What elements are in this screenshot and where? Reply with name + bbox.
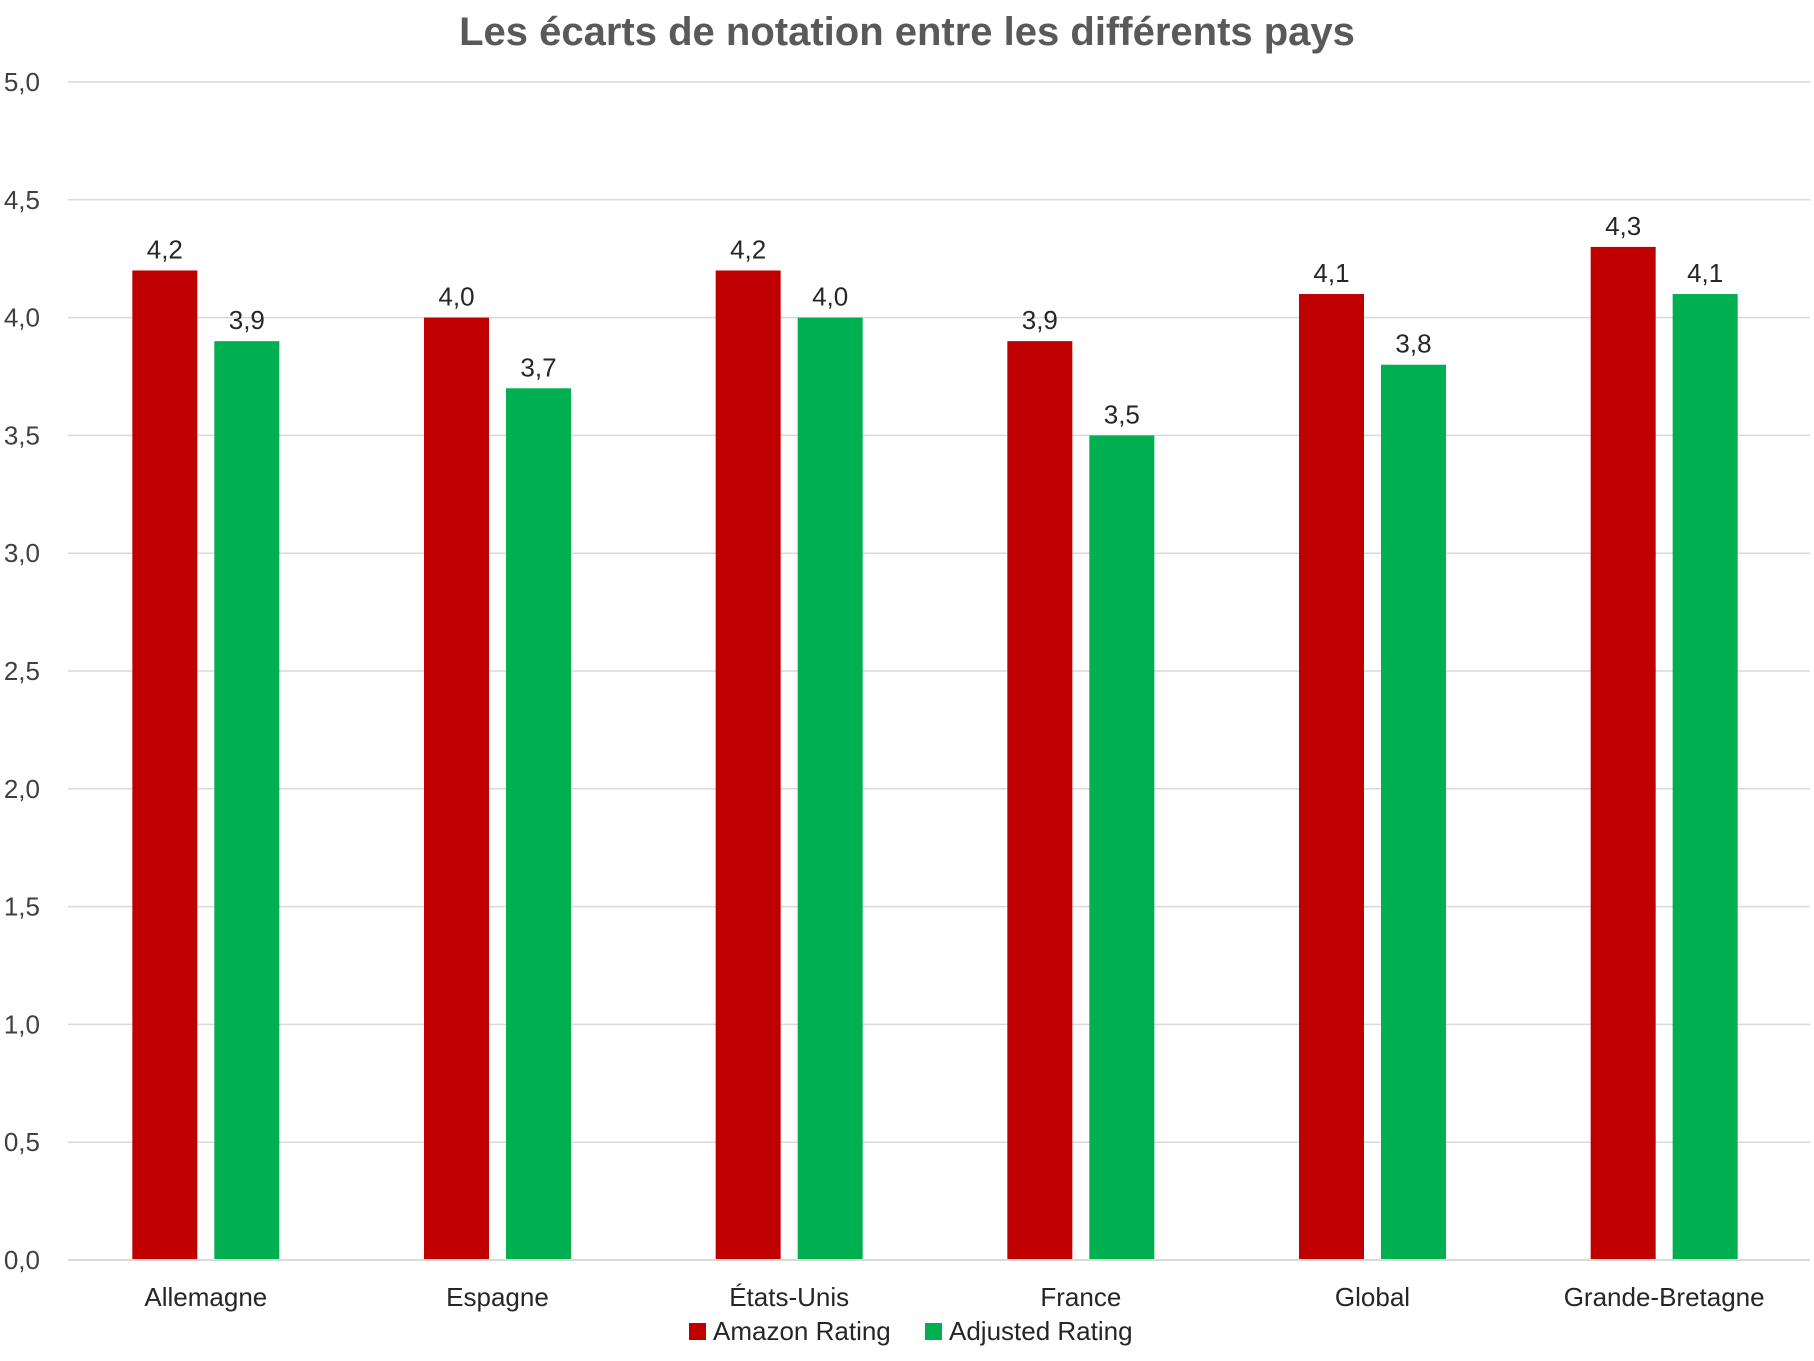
- bar-amazon-rating: [1299, 294, 1364, 1260]
- data-label: 4,2: [730, 234, 766, 264]
- y-tick-label: 3,0: [4, 538, 40, 568]
- data-label: 3,9: [1022, 305, 1058, 335]
- bar-adjusted-rating: [797, 317, 863, 1261]
- y-tick-label: 2,5: [4, 656, 40, 686]
- data-label: 3,8: [1395, 329, 1431, 359]
- x-tick-label: France: [1040, 1282, 1121, 1312]
- data-label: 4,0: [812, 282, 848, 312]
- x-tick-label: Espagne: [446, 1282, 549, 1312]
- chart-title: Les écarts de notation entre les différe…: [459, 10, 1355, 54]
- y-axis-tick-labels: 0,0 0,5 1,0 1,5 2,0 2,5 3,0 3,5 4,0 4,5 5,0: [4, 67, 40, 1275]
- data-label: 4,1: [1313, 258, 1349, 288]
- x-tick-label: Allemagne: [144, 1282, 267, 1312]
- bar-amazon-rating: [715, 270, 781, 1261]
- y-tick-label: 1,0: [4, 1009, 40, 1039]
- data-label: 3,9: [229, 305, 265, 335]
- y-tick-label: 3,5: [4, 420, 40, 450]
- legend-label: Amazon Rating: [713, 1316, 891, 1346]
- x-axis: Allemagne Espagne États-Unis France Global Gr…: [68, 1259, 1810, 1312]
- bar-amazon-rating: [1007, 341, 1073, 1260]
- legend: Amazon Rating Adjusted Rating: [689, 1316, 1133, 1346]
- bar-adjusted-rating: [214, 341, 280, 1260]
- data-labels: 4,2 3,9 4,0 3,7 4,2 4,0 3,9 3,5 4,1 3,8 4,3 4,1: [147, 211, 1723, 429]
- data-label: 4,3: [1605, 211, 1641, 241]
- bar-adjusted-rating: [506, 388, 571, 1260]
- data-label: 4,0: [438, 282, 474, 312]
- legend-label: Adjusted Rating: [949, 1316, 1133, 1346]
- data-label: 4,1: [1687, 258, 1723, 288]
- bar-adjusted-rating: [1381, 364, 1446, 1261]
- y-tick-label: 2,0: [4, 774, 40, 804]
- y-tick-label: 5,0: [4, 67, 40, 97]
- gridlines: [68, 81, 1810, 1143]
- y-tick-label: 4,5: [4, 185, 40, 215]
- bar-amazon-rating: [1590, 246, 1656, 1261]
- x-tick-label: Grande-Bretagne: [1564, 1282, 1765, 1312]
- legend-swatch: [689, 1323, 706, 1340]
- data-label: 4,2: [147, 234, 183, 264]
- bar-adjusted-rating: [1089, 435, 1155, 1260]
- bars: [132, 246, 1738, 1261]
- x-tick-label: États-Unis: [729, 1282, 849, 1312]
- y-tick-label: 1,5: [4, 892, 40, 922]
- y-tick-label: 0,5: [4, 1127, 40, 1157]
- legend-swatch: [925, 1323, 942, 1340]
- bar-adjusted-rating: [1672, 294, 1738, 1260]
- data-label: 3,7: [520, 352, 556, 382]
- bar-amazon-rating: [424, 317, 489, 1261]
- y-tick-label: 4,0: [4, 303, 40, 333]
- y-tick-label: 0,0: [4, 1245, 40, 1275]
- bar-amazon-rating: [132, 270, 198, 1261]
- data-label: 3,5: [1104, 399, 1140, 429]
- x-tick-label: Global: [1335, 1282, 1410, 1312]
